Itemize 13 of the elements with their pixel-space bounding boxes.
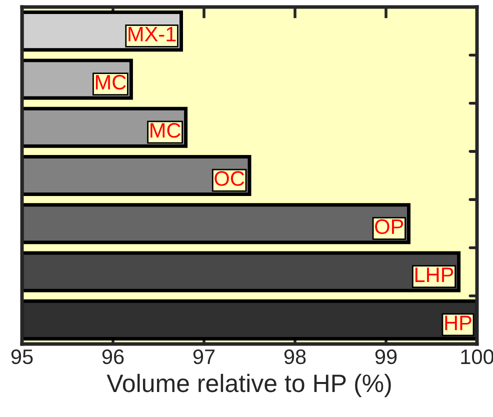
x-tick-label: 99 — [375, 349, 397, 364]
annotation: MC — [150, 123, 180, 138]
x-axis-title: Volume relative to HP (%) — [106, 374, 391, 398]
annotation: MC — [96, 74, 126, 90]
annotation: LHP — [415, 268, 454, 282]
annotation: MX-1 — [128, 26, 176, 42]
x-tick-label: 98 — [284, 349, 306, 364]
annotation: HP — [445, 316, 472, 330]
x-tick-label: 97 — [193, 349, 215, 364]
annotation: OC — [214, 171, 244, 186]
annotation: OP — [375, 219, 404, 234]
x-tick-label: 96 — [102, 349, 124, 364]
x-tick-label: 95 — [11, 349, 33, 364]
